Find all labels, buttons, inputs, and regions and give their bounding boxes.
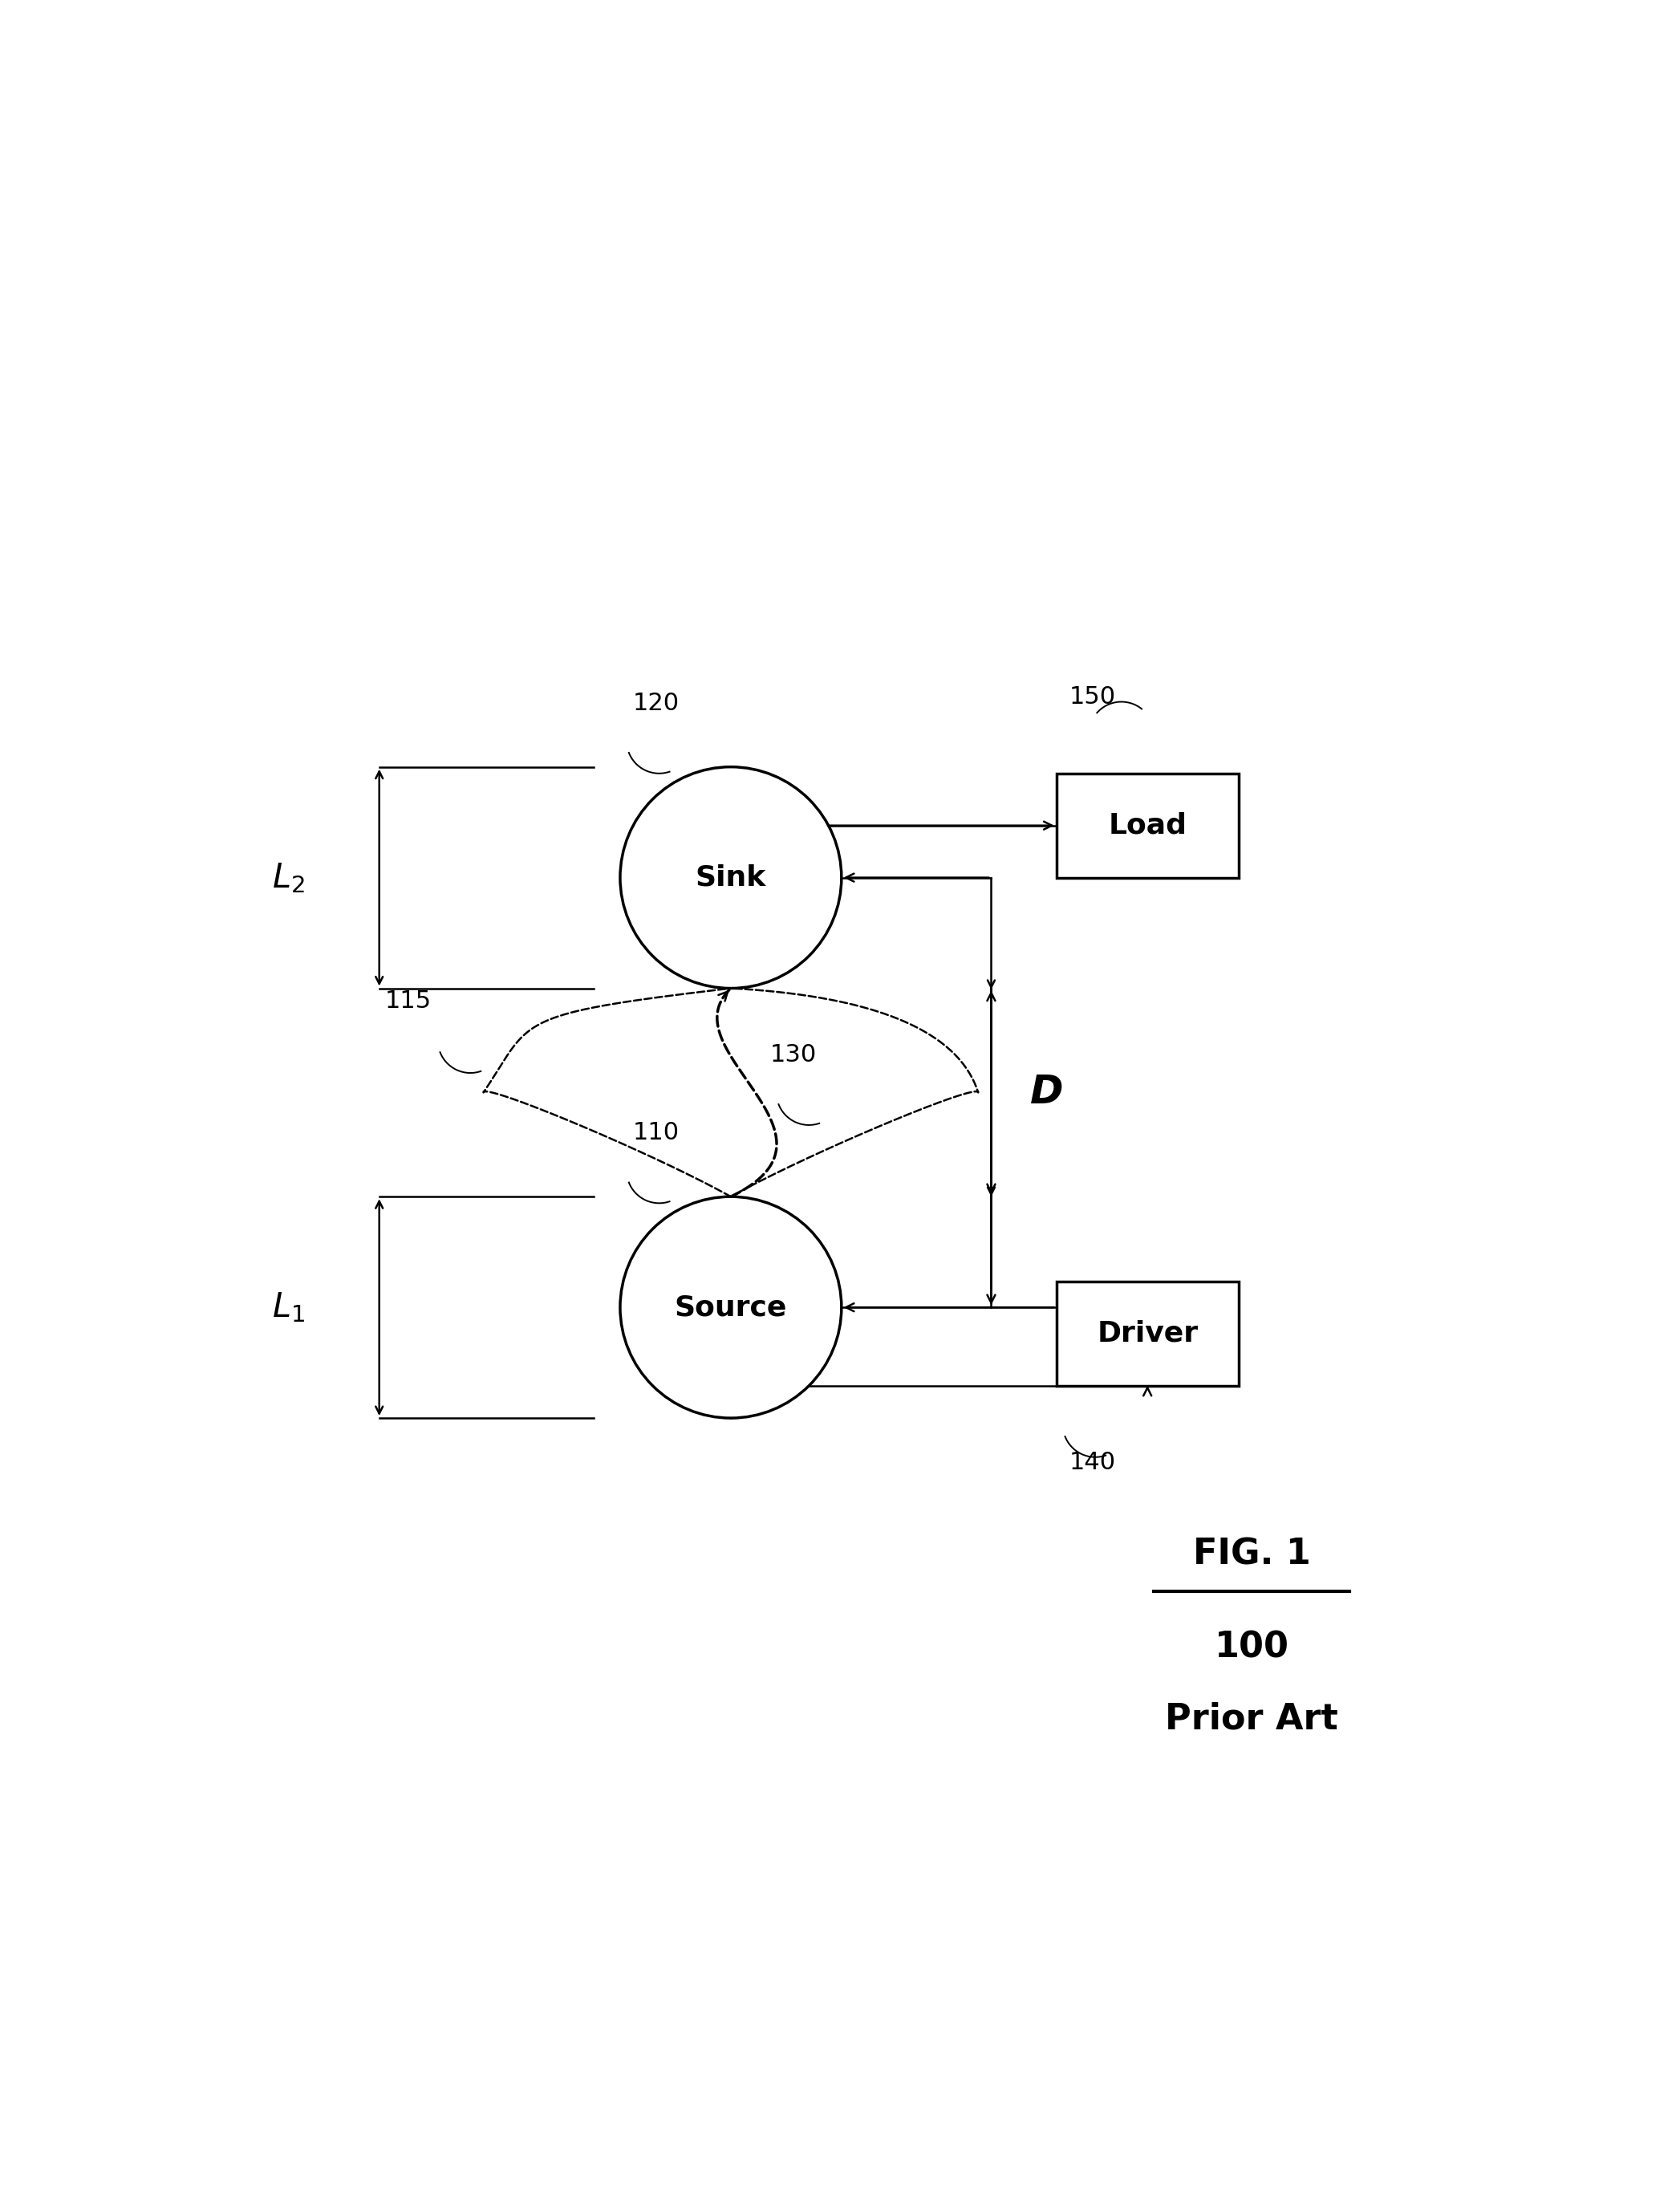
Bar [1057,773,1238,879]
Text: 130: 130 [769,1044,816,1066]
Text: Load: Load [1109,813,1186,839]
Text: 150: 150 [1068,685,1116,709]
Circle shape [620,1196,842,1418]
Circle shape [620,766,842,989]
Text: 120: 120 [633,691,680,716]
Bar [1057,1282,1238,1385]
Text: Prior Art: Prior Art [1164,1702,1339,1737]
Text: $L_1$: $L_1$ [272,1290,304,1323]
Text: D: D [1030,1072,1063,1112]
Text: 115: 115 [385,989,432,1013]
Text: 110: 110 [633,1121,680,1145]
Text: Driver: Driver [1097,1319,1198,1348]
Text: 100: 100 [1215,1629,1289,1665]
Text: 140: 140 [1068,1451,1116,1473]
Text: Sink: Sink [696,863,766,892]
Text: $L_2$: $L_2$ [272,861,304,894]
Text: Source: Source [674,1295,788,1321]
Text: FIG. 1: FIG. 1 [1193,1537,1310,1572]
